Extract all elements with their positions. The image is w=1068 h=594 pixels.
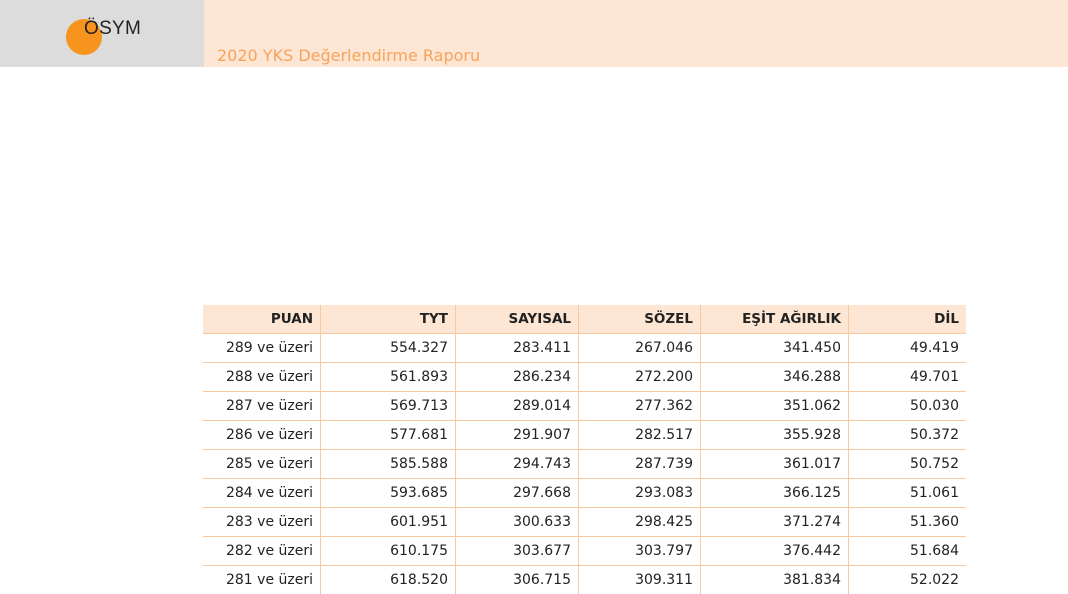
table-cell: 346.288 (701, 363, 849, 392)
table-cell: 371.274 (701, 508, 849, 537)
table-cell: 355.928 (701, 421, 849, 450)
column-header-sayisal: SAYISAL (456, 305, 579, 334)
table-cell: 361.017 (701, 450, 849, 479)
column-header-dil: DİL (849, 305, 967, 334)
table-cell: 286 ve üzeri (203, 421, 321, 450)
table-cell: 593.685 (321, 479, 456, 508)
table-cell: 569.713 (321, 392, 456, 421)
table-cell: 561.893 (321, 363, 456, 392)
table-cell: 366.125 (701, 479, 849, 508)
table-cell: 376.442 (701, 537, 849, 566)
table-cell: 288 ve üzeri (203, 363, 321, 392)
table-cell: 585.588 (321, 450, 456, 479)
table-cell: 291.907 (456, 421, 579, 450)
report-title: 2020 YKS Değerlendirme Raporu (217, 46, 480, 65)
header-band: 2020 YKS Değerlendirme Raporu (204, 0, 1068, 67)
column-header-tyt: TYT (321, 305, 456, 334)
table-cell: 272.200 (579, 363, 701, 392)
column-header-esit-agirlik: EŞİT AĞIRLIK (701, 305, 849, 334)
table-cell: 51.360 (849, 508, 967, 537)
table-cell: 283.411 (456, 334, 579, 363)
table-cell: 285 ve üzeri (203, 450, 321, 479)
table-cell: 297.668 (456, 479, 579, 508)
table-cell: 50.752 (849, 450, 967, 479)
table-cell: 293.083 (579, 479, 701, 508)
table-cell: 283 ve üzeri (203, 508, 321, 537)
table-cell: 287.739 (579, 450, 701, 479)
score-distribution-table: PUAN TYT SAYISAL SÖZEL EŞİT AĞIRLIK DİL … (203, 305, 966, 594)
column-header-puan: PUAN (203, 305, 321, 334)
table-cell: 610.175 (321, 537, 456, 566)
table-cell: 49.701 (849, 363, 967, 392)
table-cell: 286.234 (456, 363, 579, 392)
logo-area: ÖSYM (0, 0, 204, 67)
table-cell: 284 ve üzeri (203, 479, 321, 508)
table-cell: 300.633 (456, 508, 579, 537)
table-cell: 267.046 (579, 334, 701, 363)
table-cell: 294.743 (456, 450, 579, 479)
table-cell: 577.681 (321, 421, 456, 450)
table-cell: 341.450 (701, 334, 849, 363)
table-cell: 351.062 (701, 392, 849, 421)
table-cell: 49.419 (849, 334, 967, 363)
column-header-sozel: SÖZEL (579, 305, 701, 334)
table-cell: 282 ve üzeri (203, 537, 321, 566)
table-cell: 303.677 (456, 537, 579, 566)
table-cell: 277.362 (579, 392, 701, 421)
table-cell: 50.030 (849, 392, 967, 421)
table-cell: 51.061 (849, 479, 967, 508)
table-header-row: PUAN TYT SAYISAL SÖZEL EŞİT AĞIRLIK DİL (203, 305, 966, 334)
table-cell: 51.684 (849, 537, 967, 566)
table-cell: 50.372 (849, 421, 967, 450)
table-cell: 298.425 (579, 508, 701, 537)
logo-text: ÖSYM (84, 18, 141, 40)
table-cell: 303.797 (579, 537, 701, 566)
table-cell: 289.014 (456, 392, 579, 421)
table-cell: 289 ve üzeri (203, 334, 321, 363)
table-cell: 282.517 (579, 421, 701, 450)
table-cell: 554.327 (321, 334, 456, 363)
table-cell: 601.951 (321, 508, 456, 537)
table-cell: 287 ve üzeri (203, 392, 321, 421)
